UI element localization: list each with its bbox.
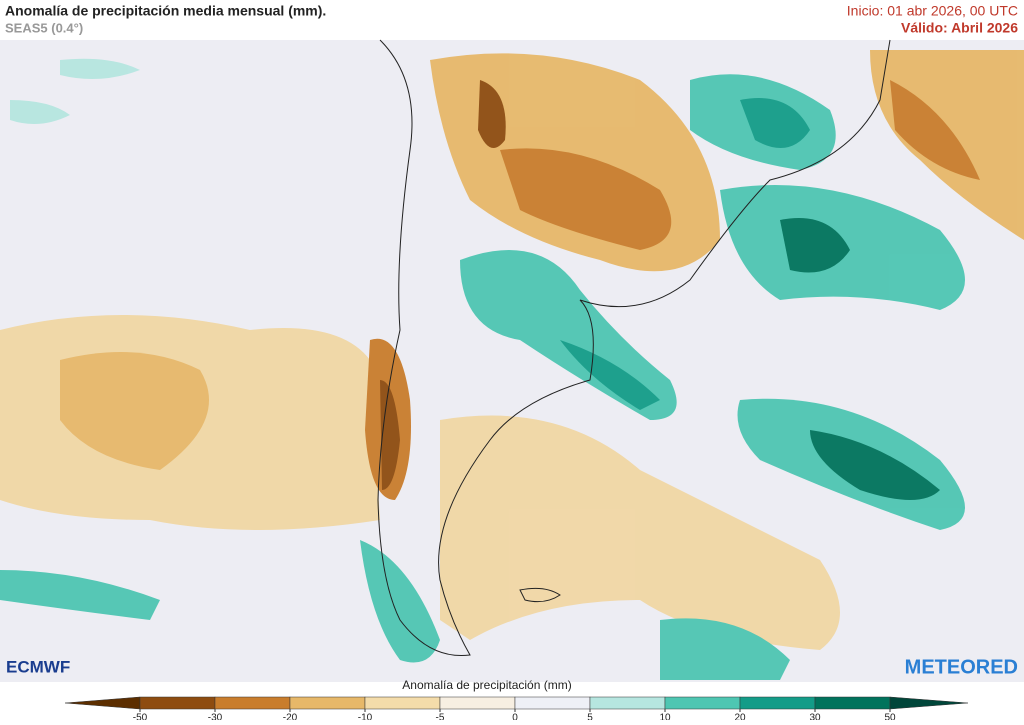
colorbar-extend-high [889,696,969,710]
colorbar-tick-label: -30 [208,713,223,720]
map-field [0,50,1024,680]
colorbar-tick-label: 5 [587,713,593,720]
colorbar-bin [664,696,741,710]
colorbar-tick-label: 0 [512,713,518,720]
colorbar-title: Anomalía de precipitación (mm) [402,678,571,692]
ecmwf-logo: ECMWF [6,657,70,676]
colorbar-bin [814,696,891,710]
colorbar-tick-label: 10 [659,713,671,720]
colorbar-tick-label: -50 [133,713,148,720]
colorbar-tick-label: -10 [358,713,373,720]
colorbar-bin [289,696,366,710]
islands [519,587,561,603]
init-time: Inicio: 01 abr 2026, 00 UTC [847,3,1018,19]
colorbar-tick-label: 30 [809,713,821,720]
subtitle: SEAS5 (0.4°) [5,20,83,35]
valid-time: Válido: Abril 2026 [901,20,1018,36]
colorbar-tick-label: 50 [884,713,896,720]
colorbar-tick-label: -5 [436,713,445,720]
coastline [377,39,891,657]
colorbar-bin [439,696,516,710]
colorbar-bin [589,696,666,710]
colorbar-extend-low [64,696,141,710]
colorbar: -50 -30 -20 -10 -5 0 5 10 20 30 50 [64,696,969,724]
colorbar-bin [739,696,816,710]
colorbar-bin [514,696,591,710]
colorbar-tick-label: -20 [283,713,298,720]
title: Anomalía de precipitación media mensual … [5,3,326,19]
meteored-logo: METEORED [905,656,1018,678]
colorbar-tick-label: 20 [734,713,746,720]
colorbar-bin [364,696,441,710]
colorbar-bin [214,696,291,710]
colorbar-bin [139,696,216,710]
